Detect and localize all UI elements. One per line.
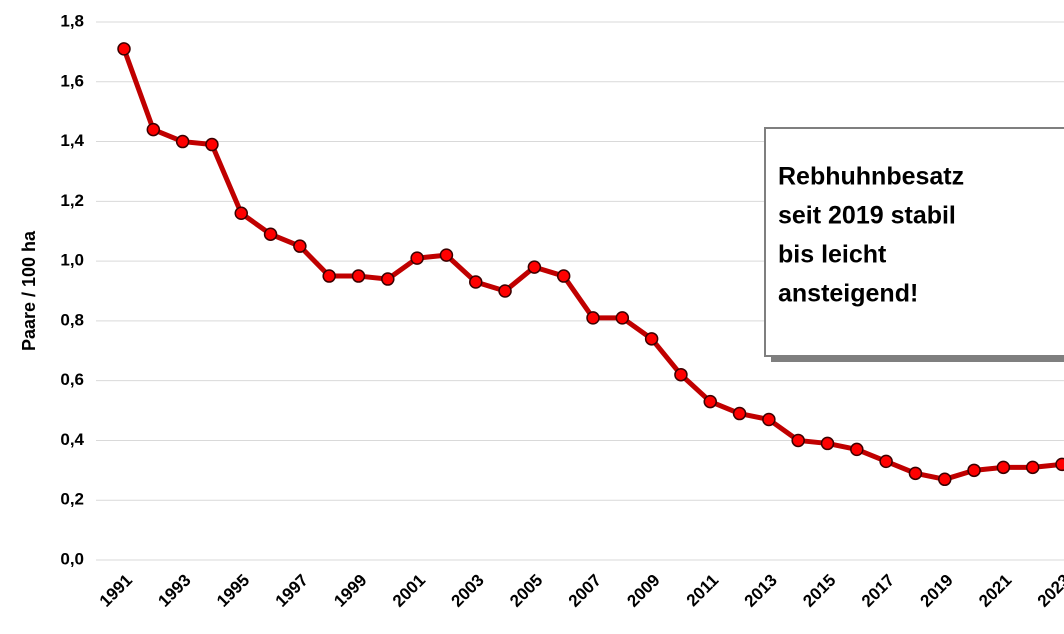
marker	[381, 272, 395, 286]
x-tick-label: 2013	[741, 571, 781, 611]
marker	[879, 454, 893, 469]
marker	[1025, 460, 1040, 475]
x-tick-label: 2011	[683, 571, 723, 611]
marker	[556, 269, 571, 283]
annotation-text: seit 2019 stabil	[778, 202, 956, 230]
marker	[996, 460, 1011, 475]
marker	[439, 248, 454, 262]
x-tick-label: 2015	[799, 571, 839, 611]
x-tick-label: 1997	[272, 571, 312, 611]
marker	[938, 472, 952, 487]
marker	[644, 332, 659, 346]
marker	[674, 367, 688, 382]
y-tick-label: 0,6	[60, 370, 84, 389]
marker	[908, 466, 923, 481]
marker	[234, 206, 248, 221]
annotation-text: ansteigend!	[778, 280, 918, 308]
marker	[146, 122, 161, 137]
x-tick-label: 2001	[389, 571, 429, 611]
y-tick-label: 1,8	[60, 11, 84, 30]
marker	[322, 269, 336, 283]
marker	[117, 42, 131, 56]
marker	[732, 406, 747, 421]
marker	[615, 311, 630, 325]
marker	[703, 394, 717, 409]
x-tick-label: 2021	[975, 571, 1015, 611]
marker	[175, 134, 190, 149]
annotation-text: bis leicht	[778, 241, 887, 269]
x-tick-label: 2003	[448, 571, 488, 611]
y-tick-label: 0,2	[60, 490, 84, 509]
y-tick-label: 1,6	[60, 71, 84, 90]
x-tick-label: 1991	[96, 571, 136, 611]
marker	[762, 412, 776, 427]
marker	[820, 436, 835, 451]
x-tick-label: 2019	[917, 571, 957, 611]
x-tick-label: 2005	[506, 571, 546, 611]
x-tick-label: 1999	[330, 571, 370, 611]
x-tick-label: 1995	[213, 571, 253, 611]
marker	[205, 137, 219, 152]
y-tick-label: 0,4	[60, 430, 84, 449]
marker	[351, 269, 366, 283]
marker	[850, 442, 864, 457]
marker	[498, 284, 512, 298]
y-tick-label: 1,0	[60, 251, 84, 270]
marker	[263, 227, 278, 241]
marker	[293, 239, 307, 253]
marker	[791, 433, 805, 448]
y-tick-label: 0,8	[60, 310, 84, 329]
marker	[1055, 457, 1064, 472]
x-tick-label: 1993	[154, 571, 194, 611]
marker	[527, 260, 542, 274]
x-tick-label: 2009	[623, 571, 663, 611]
y-tick-label: 1,2	[60, 191, 84, 210]
marker	[586, 311, 600, 325]
y-axis-label: Paare / 100 ha	[19, 230, 39, 351]
x-tick-label: 2017	[858, 571, 898, 611]
x-tick-label: 2023	[1034, 571, 1064, 611]
y-tick-label: 0,0	[60, 549, 84, 568]
y-tick-label: 1,4	[60, 131, 84, 150]
marker	[469, 275, 483, 289]
marker	[967, 463, 981, 478]
marker	[410, 251, 424, 265]
annotation-box	[764, 127, 1064, 357]
annotation-text: Rebhuhnbesatz	[778, 163, 964, 191]
x-tick-label: 2007	[565, 571, 605, 611]
